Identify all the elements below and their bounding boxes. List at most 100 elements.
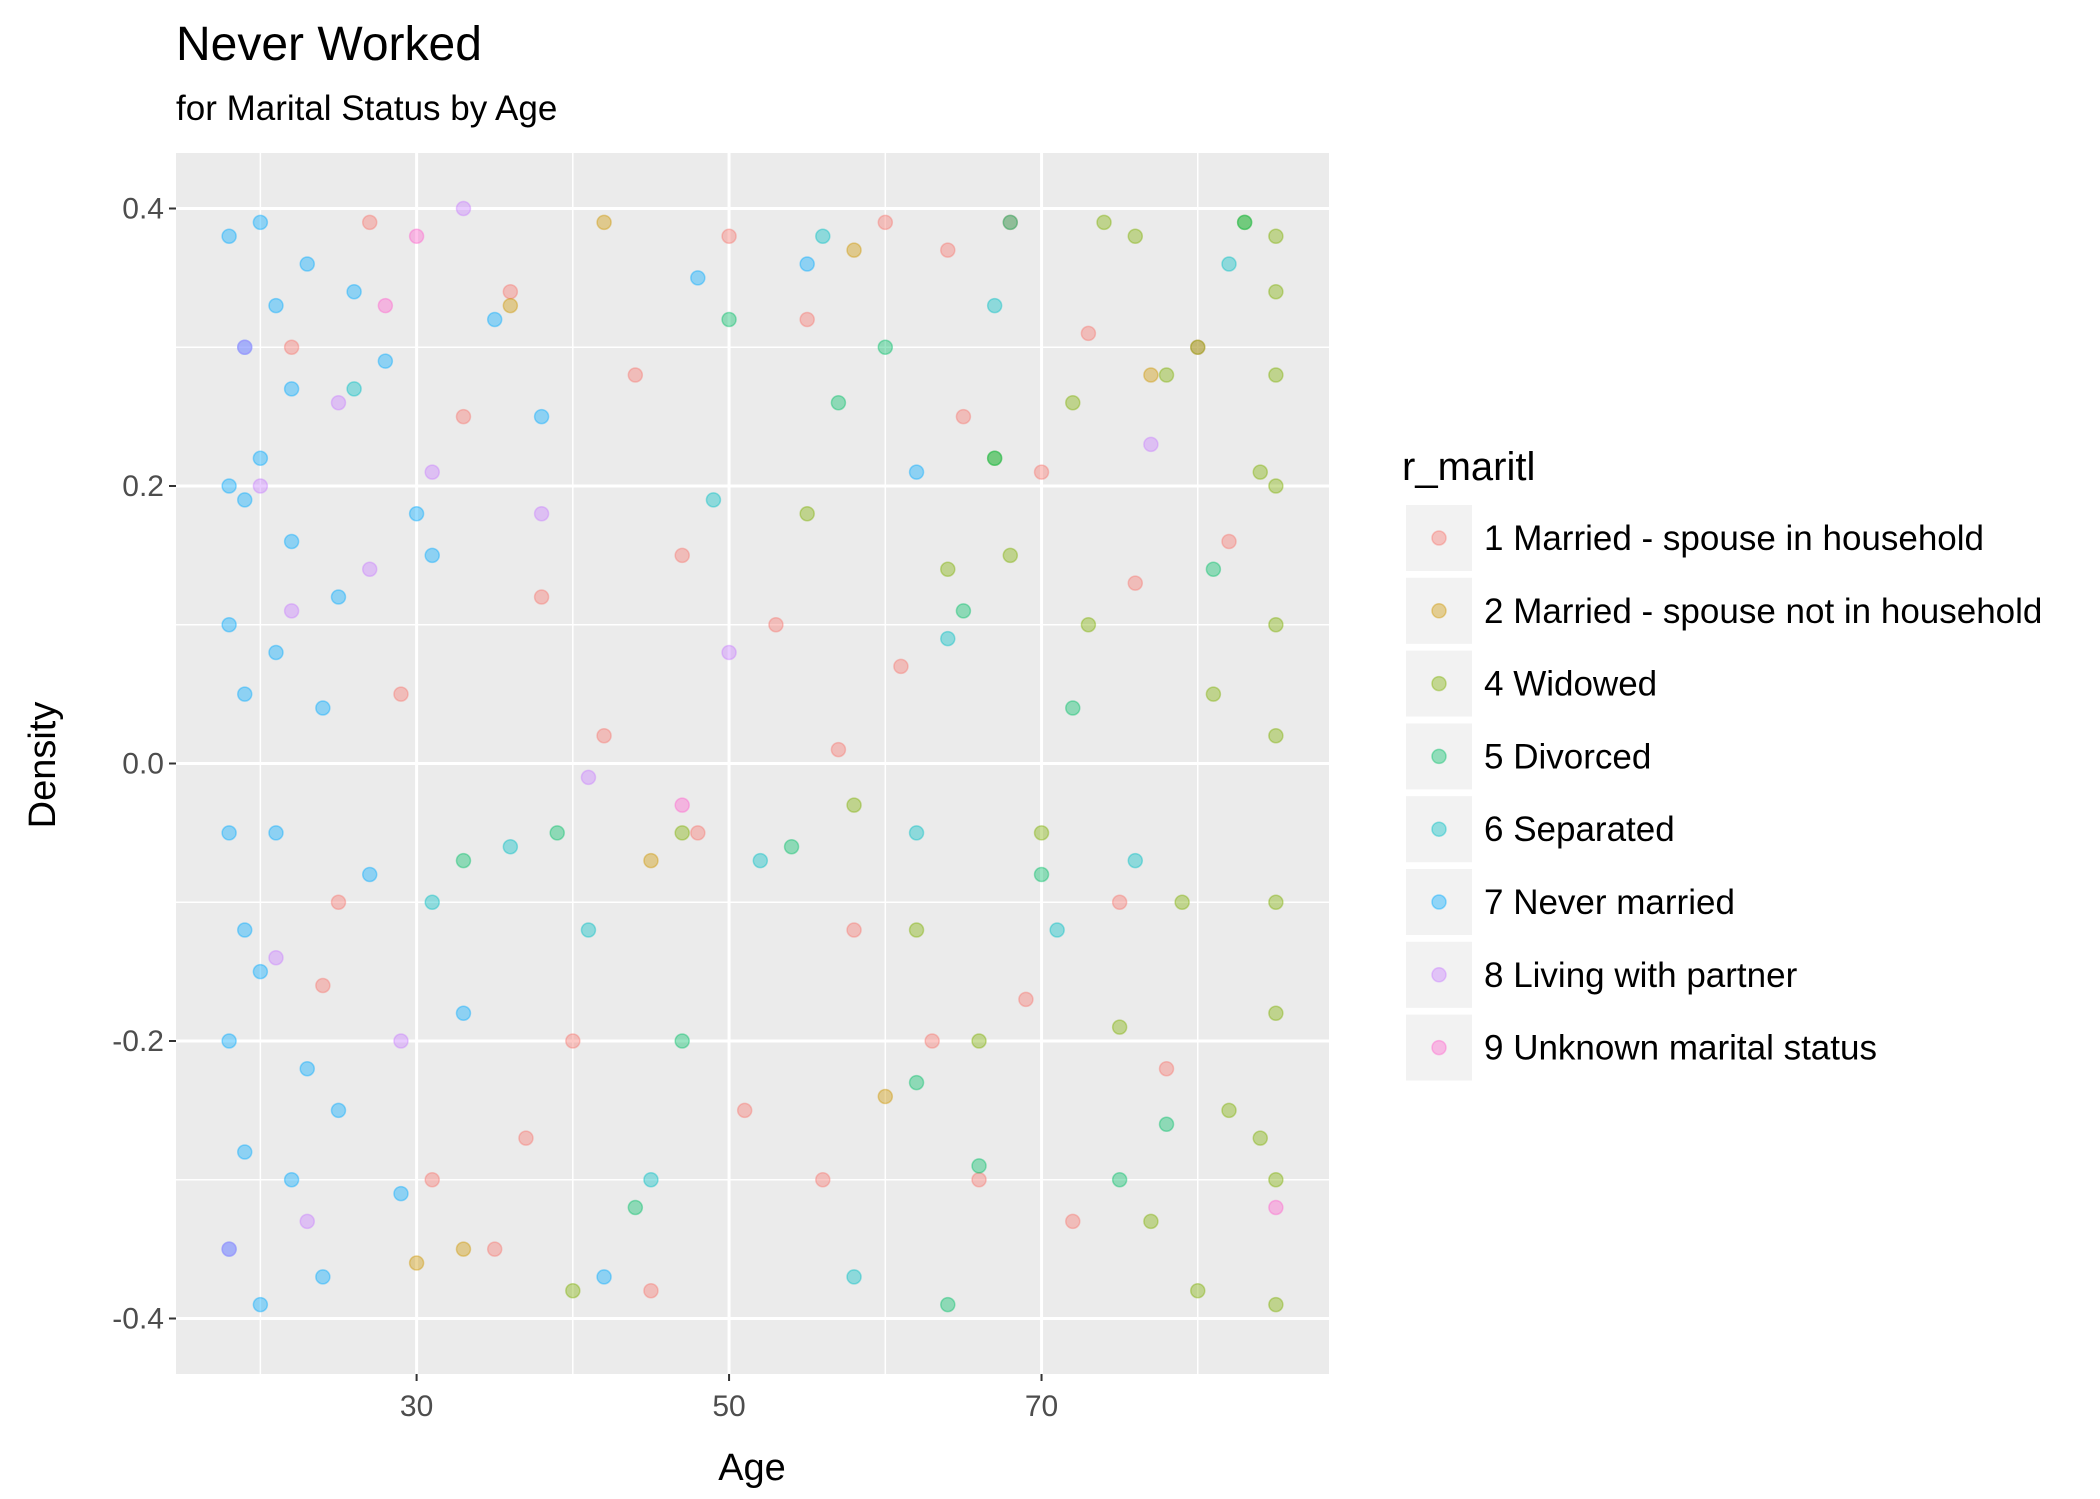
point: [455, 1241, 472, 1257]
point: [893, 658, 909, 675]
point: [1221, 533, 1237, 550]
point: [1033, 464, 1050, 480]
legend-key: [1404, 648, 1474, 719]
point: [455, 852, 472, 869]
point: [1190, 339, 1206, 355]
point: [1236, 214, 1253, 231]
point: [1143, 367, 1159, 383]
point: [877, 214, 894, 231]
point: [315, 1269, 331, 1285]
legend-label: 8 Living with partner: [1484, 956, 1798, 995]
point: [768, 617, 784, 633]
point: [1143, 436, 1159, 453]
point: [627, 367, 644, 383]
point: [1002, 547, 1019, 564]
point: [549, 825, 565, 841]
point: [674, 1033, 690, 1049]
point: [971, 1158, 987, 1174]
point: [252, 214, 269, 231]
point: [596, 214, 612, 231]
point: [971, 1033, 987, 1049]
point: [986, 450, 1003, 466]
point: [986, 450, 1003, 466]
point: [455, 200, 472, 217]
point: [908, 464, 925, 480]
point: [1252, 464, 1269, 480]
point: [908, 922, 925, 938]
point: [1268, 228, 1284, 244]
x-tick-label: 70: [1025, 1390, 1058, 1423]
point: [830, 395, 847, 411]
legend-label: 7 Never married: [1484, 883, 1735, 922]
point: [502, 297, 519, 314]
point: [393, 1033, 409, 1049]
point: [221, 617, 237, 633]
point: [221, 825, 237, 841]
x-tick-label: 50: [712, 1390, 745, 1423]
point: [1033, 866, 1050, 883]
point: [408, 228, 425, 244]
point: [736, 1102, 753, 1119]
point: [455, 1005, 472, 1021]
point: [908, 1074, 925, 1091]
legend-label: 2 Married - spouse not in household: [1484, 592, 2042, 631]
plot-panel: [176, 153, 1329, 1374]
point: [846, 797, 862, 813]
point: [752, 852, 769, 869]
point: [408, 1255, 425, 1271]
point: [1065, 700, 1081, 716]
point: [940, 242, 956, 258]
point: [424, 464, 440, 480]
point: [1190, 1283, 1206, 1299]
point: [674, 797, 690, 813]
legend-swatch: [1431, 675, 1447, 692]
point: [408, 506, 425, 522]
legend-swatch: [1431, 821, 1447, 837]
point: [783, 839, 800, 855]
point: [1268, 894, 1284, 910]
legend-label: 1 Married - spouse in household: [1484, 519, 1984, 558]
point: [705, 492, 722, 508]
point: [627, 1199, 644, 1216]
point: [1268, 617, 1284, 633]
point: [1002, 214, 1019, 231]
point: [346, 284, 362, 300]
point: [1127, 228, 1144, 244]
point: [299, 1213, 315, 1230]
legend-swatch: [1431, 748, 1447, 765]
legend-key: [1404, 575, 1474, 646]
y-tick-label: -0.2: [112, 1025, 164, 1058]
point: [361, 214, 378, 231]
point: [252, 963, 269, 980]
point: [846, 242, 862, 258]
point: [221, 1241, 237, 1257]
point: [330, 894, 347, 910]
legend-label: 9 Unknown marital status: [1484, 1029, 1877, 1068]
point: [1158, 367, 1175, 383]
legend-label: 6 Separated: [1484, 810, 1675, 849]
point: [643, 1283, 659, 1299]
point: [1127, 852, 1144, 869]
point: [674, 547, 690, 564]
point: [1065, 395, 1081, 411]
point: [221, 478, 237, 494]
point: [1080, 325, 1097, 342]
point: [1268, 1296, 1284, 1313]
legend-label: 4 Widowed: [1484, 665, 1657, 704]
point: [1158, 1116, 1175, 1132]
point: [1205, 561, 1222, 577]
point: [908, 825, 925, 841]
point: [815, 228, 831, 244]
point: [1158, 1061, 1175, 1077]
point: [1127, 575, 1144, 591]
point: [580, 769, 597, 786]
point: [799, 311, 815, 328]
point: [1111, 1019, 1128, 1035]
point: [1080, 617, 1097, 633]
point: [486, 1241, 503, 1257]
point: [1143, 1213, 1159, 1230]
point: [1268, 284, 1284, 300]
point: [1221, 256, 1237, 272]
point: [1033, 825, 1050, 841]
